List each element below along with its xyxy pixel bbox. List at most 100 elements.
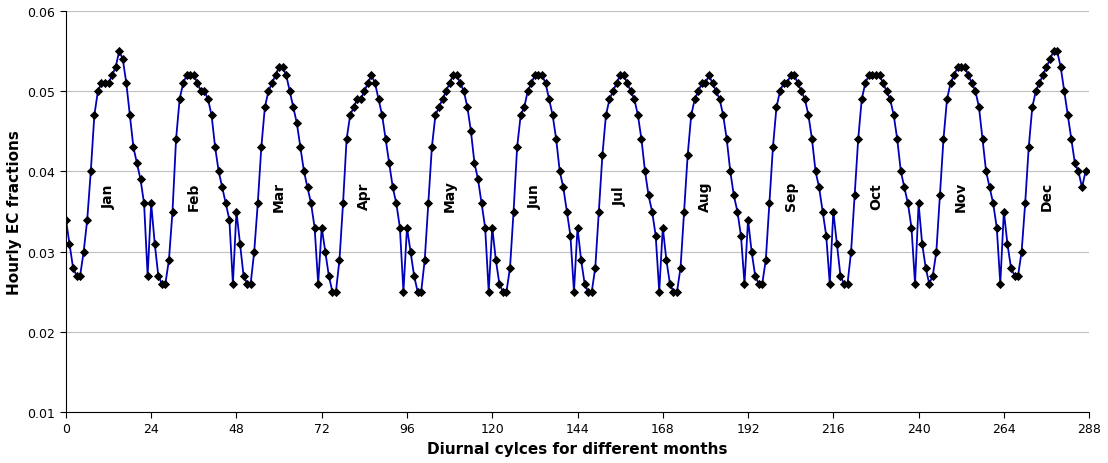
Point (209, 169, 227, 176)
Point (423, 144, 441, 152)
Point (547, 136, 565, 144)
Point (259, 88, 277, 96)
Point (796, 96, 813, 104)
Point (82, 169, 100, 176)
Point (1045, 48, 1063, 56)
Point (718, 136, 736, 144)
Point (412, 288, 430, 296)
Point (807, 169, 824, 176)
Point (778, 80, 796, 88)
Point (486, 257, 504, 264)
Point (765, 144, 782, 152)
Point (217, 200, 235, 208)
Point (196, 88, 214, 96)
Point (960, 72, 977, 80)
Point (1051, 64, 1069, 72)
Point (509, 144, 526, 152)
Point (934, 136, 952, 144)
Point (380, 160, 398, 168)
Point (554, 184, 572, 192)
Point (654, 225, 671, 232)
Point (124, 144, 142, 152)
Point (868, 72, 885, 80)
Point (138, 272, 156, 280)
Point (324, 288, 341, 296)
Point (93, 80, 111, 88)
Point (438, 88, 455, 96)
Point (111, 48, 129, 56)
Point (948, 64, 966, 72)
Point (117, 80, 135, 88)
Point (704, 80, 721, 88)
Point (224, 281, 242, 288)
Point (889, 136, 906, 144)
Point (689, 88, 707, 96)
Point (406, 272, 423, 280)
Point (227, 208, 245, 216)
Point (850, 136, 868, 144)
Point (291, 144, 309, 152)
Point (835, 281, 853, 288)
Point (505, 208, 523, 216)
Point (146, 240, 164, 248)
Text: Oct: Oct (869, 183, 883, 209)
Point (963, 80, 981, 88)
Point (317, 248, 335, 256)
Point (167, 136, 185, 144)
Text: Nov: Nov (954, 181, 968, 211)
Point (491, 281, 509, 288)
Point (448, 72, 465, 80)
Point (700, 72, 718, 80)
Point (1056, 88, 1074, 96)
Point (1024, 104, 1042, 112)
Point (214, 184, 232, 192)
Point (910, 200, 927, 208)
Point (494, 288, 512, 296)
Point (821, 281, 839, 288)
Point (142, 200, 160, 208)
Point (853, 96, 871, 104)
Point (568, 225, 586, 232)
Point (612, 72, 629, 80)
Text: Jan: Jan (102, 184, 115, 208)
Point (114, 56, 132, 63)
Point (892, 169, 910, 176)
Point (249, 200, 267, 208)
Point (203, 113, 220, 120)
Point (1009, 272, 1027, 280)
Point (572, 257, 589, 264)
Point (309, 281, 327, 288)
Point (895, 184, 913, 192)
Point (721, 169, 739, 176)
Point (803, 136, 821, 144)
Point (629, 113, 647, 120)
Point (639, 192, 657, 200)
Point (601, 96, 618, 104)
Point (661, 281, 679, 288)
Point (1034, 72, 1051, 80)
Point (810, 184, 828, 192)
Point (476, 225, 494, 232)
Point (459, 104, 476, 112)
Point (533, 72, 551, 80)
Point (813, 208, 831, 216)
Point (839, 281, 856, 288)
Point (562, 232, 579, 240)
Point (927, 248, 945, 256)
Point (338, 136, 356, 144)
Point (715, 113, 732, 120)
Point (480, 288, 497, 296)
Point (686, 96, 704, 104)
Point (1030, 80, 1048, 88)
Point (1042, 56, 1059, 63)
Point (420, 200, 438, 208)
Point (725, 192, 742, 200)
Point (618, 80, 636, 88)
Point (61, 240, 79, 248)
Point (1069, 169, 1087, 176)
Text: Mar: Mar (273, 181, 286, 211)
Point (103, 72, 121, 80)
Point (988, 225, 1006, 232)
Point (913, 240, 931, 248)
Point (774, 80, 792, 88)
